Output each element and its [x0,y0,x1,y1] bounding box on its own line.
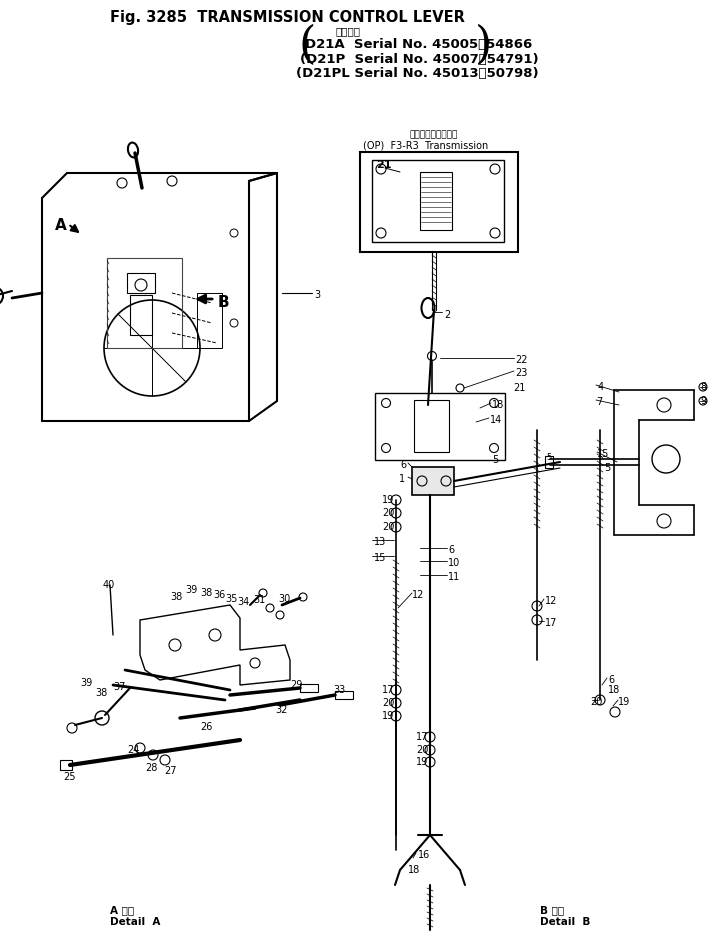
Text: 22: 22 [515,355,528,365]
Text: 18: 18 [492,400,504,410]
Text: 19: 19 [382,711,394,721]
Bar [412,467,454,495]
Bar [60,760,72,770]
Text: 20: 20 [382,508,394,518]
Text: (D21PL Serial No. 45013～50798): (D21PL Serial No. 45013～50798) [296,67,538,80]
Text: 5: 5 [604,463,610,473]
Text: 8: 8 [700,382,706,392]
Text: 17: 17 [545,618,557,628]
Text: 38: 38 [95,688,108,698]
Text: 17: 17 [382,685,394,695]
Text: 9: 9 [700,396,706,406]
Text: Detail  B: Detail B [540,917,590,927]
Text: 1: 1 [399,474,405,484]
Text: 29: 29 [290,680,303,690]
Text: 32: 32 [275,705,288,715]
Text: 36: 36 [213,590,225,600]
Bar [545,456,553,468]
Text: 21: 21 [513,383,526,393]
Text: 25: 25 [63,772,75,782]
Text: 20: 20 [382,698,394,708]
Text: (: ( [298,24,315,67]
Text: トランスミッション: トランスミッション [410,130,458,139]
Text: 6: 6 [448,545,454,555]
Text: 20: 20 [590,697,602,707]
Bar [360,152,518,252]
Text: 35: 35 [225,594,237,604]
Bar [127,273,155,293]
Text: A: A [55,218,67,233]
Text: 38: 38 [200,588,212,598]
Text: 15: 15 [374,553,386,563]
Text: 27: 27 [164,766,176,776]
Text: 4: 4 [598,382,604,392]
Text: B: B [218,295,229,310]
Text: (D21P  Serial No. 45007～54791): (D21P Serial No. 45007～54791) [300,53,538,66]
Text: B 詳細: B 詳細 [540,905,564,915]
Text: 39: 39 [185,585,197,595]
Text: 3: 3 [314,290,320,300]
Text: 40: 40 [103,580,115,590]
Text: 23: 23 [515,368,528,378]
Bar [414,400,449,452]
Text: Detail  A: Detail A [110,917,161,927]
Text: 19: 19 [618,697,630,707]
Text: 28: 28 [145,763,157,773]
Text: 19: 19 [416,757,428,767]
Bar [107,258,182,348]
Text: 2: 2 [444,310,450,320]
Text: 20: 20 [382,522,394,532]
Text: 18: 18 [408,865,420,875]
Text: 5: 5 [546,453,551,462]
Text: 15: 15 [597,449,609,459]
Text: 26: 26 [200,722,212,732]
Bar [372,160,504,242]
Text: 21: 21 [376,160,391,170]
Text: 適用号機: 適用号機 [336,26,361,36]
Text: 17: 17 [416,732,428,742]
Bar [375,393,505,460]
Text: 10: 10 [448,558,460,568]
Text: ): ) [475,24,493,67]
Text: 13: 13 [374,537,386,547]
Bar [130,295,152,335]
Text: 6: 6 [400,460,406,470]
Text: 38: 38 [170,592,182,602]
Bar [197,293,222,348]
Text: 14: 14 [490,415,502,425]
Text: Fig. 3285  TRANSMISSION CONTROL LEVER: Fig. 3285 TRANSMISSION CONTROL LEVER [110,10,465,25]
Text: 16: 16 [418,850,430,860]
Bar [335,691,353,699]
Text: 12: 12 [412,590,424,600]
Text: 30: 30 [278,594,290,604]
Text: 7: 7 [596,397,602,407]
Bar [420,172,452,230]
Text: 18: 18 [608,685,620,695]
Text: 20: 20 [416,745,428,755]
Text: 19: 19 [382,495,394,505]
Text: 31: 31 [253,595,265,605]
Text: (OP)  F3-R3  Transmission: (OP) F3-R3 Transmission [363,141,488,151]
Text: 6: 6 [608,675,614,685]
Text: A 詳細: A 詳細 [110,905,134,915]
Text: 34: 34 [237,597,250,607]
Text: 33: 33 [333,685,346,695]
Text: 39: 39 [80,678,92,688]
Bar [300,684,318,692]
Text: D21A  Serial No. 45005～54866: D21A Serial No. 45005～54866 [305,38,532,51]
Text: 37: 37 [113,682,125,692]
Text: 11: 11 [448,572,460,582]
Text: 24: 24 [127,745,139,755]
Text: 12: 12 [545,596,557,606]
Text: 5: 5 [492,455,498,465]
